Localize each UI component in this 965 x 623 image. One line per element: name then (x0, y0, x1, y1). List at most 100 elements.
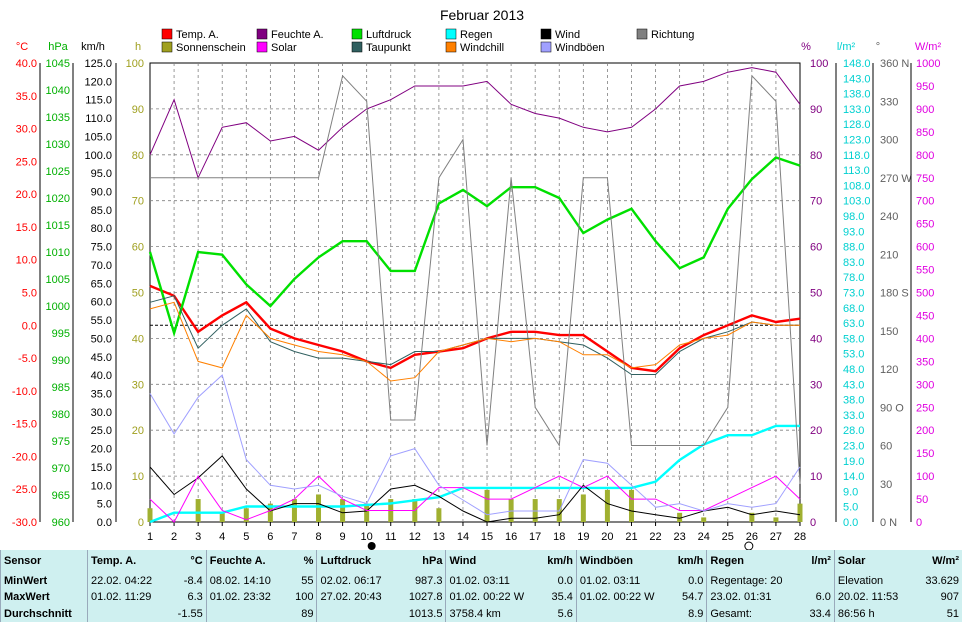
stats-cell (575, 605, 674, 622)
sun-tick-label: 60 (132, 242, 144, 254)
solar-tick-label: 850 (916, 127, 934, 139)
temp-tick-label: -25.0 (12, 484, 37, 496)
stats-cell: 3758.4 km (445, 605, 544, 622)
direction-tick-label: 240 (880, 211, 898, 223)
rain-tick-label: 138.0 (843, 89, 871, 101)
sun-tick-label: 90 (132, 104, 144, 116)
pressure-tick-label: 1040 (46, 85, 70, 97)
temp-tick-label: 35.0 (16, 91, 37, 103)
legend-swatch (445, 28, 457, 40)
series-line-richtung (150, 74, 801, 484)
temp-tick-label: -30.0 (12, 517, 37, 529)
stats-cell (316, 605, 398, 622)
sun-tick-label: 50 (132, 288, 144, 300)
solar-tick-label: 150 (916, 448, 934, 460)
rain-tick-label: 133.0 (843, 104, 871, 116)
wind-tick-label: 40.0 (91, 370, 112, 382)
sun-tick-label: 10 (132, 471, 144, 483)
rain-tick-label: 103.0 (843, 196, 871, 208)
wind-tick-label: 100.0 (84, 150, 112, 162)
pressure-tick-label: 990 (52, 355, 70, 367)
sunshine-bar (364, 503, 370, 522)
sunshine-bar (316, 494, 322, 522)
direction-tick-label: 60 (880, 441, 892, 453)
pressure-tick-label: 965 (52, 490, 70, 502)
stats-panel: Sensor Temp. A. °C Feuchte A.% Luftdruck hPa W… (0, 550, 965, 623)
rain-tick-label: 43.0 (843, 379, 864, 391)
rain-tick-label: 63.0 (843, 318, 864, 330)
x-tick-label: 12 (409, 531, 421, 543)
stats-cell (205, 605, 288, 622)
rain-tick-label: 9.0 (843, 486, 858, 498)
temp-tick-label: -20.0 (12, 451, 37, 463)
stats-header-cell: Windböen km/h (575, 550, 707, 573)
direction-tick-label: 330 (880, 96, 898, 108)
stats-cell: 23.02. 01:31 (706, 589, 802, 606)
wind-tick-label: 85.0 (91, 205, 112, 217)
solar-tick-label: 400 (916, 333, 934, 345)
wind-tick-label: 25.0 (91, 425, 112, 437)
wind-tick-label: 95.0 (91, 168, 112, 180)
wind-tick-label: 70.0 (91, 260, 112, 272)
humidity-tick-label: 90 (810, 104, 822, 116)
humidity-tick-label: 10 (810, 471, 822, 483)
wind-tick-label: 10.0 (91, 480, 112, 492)
rain-axis-unit: l/m² (837, 41, 856, 53)
wind-tick-label: 60.0 (91, 297, 112, 309)
pressure-tick-label: 1045 (46, 58, 70, 70)
series-line-regen (149, 424, 800, 524)
direction-tick-label: 120 (880, 364, 898, 376)
solar-tick-label: 250 (916, 402, 934, 414)
wind-tick-label: 0.0 (97, 517, 112, 529)
stats-value: 5.6 (557, 607, 573, 620)
pressure-tick-label: 1010 (46, 247, 70, 259)
stats-value: -1.55 (177, 607, 203, 620)
legend-swatch (540, 28, 552, 40)
stats-row-label: MinWert (0, 572, 88, 590)
series-line-feuchte-a- (149, 67, 801, 180)
sun-tick-label: 20 (132, 425, 144, 437)
direction-tick-label: 270 W (880, 173, 912, 185)
rain-tick-label: 53.0 (843, 349, 864, 361)
humidity-tick-label: 100 (810, 58, 828, 70)
sunshine-bar (749, 512, 755, 522)
pressure-tick-label: 985 (52, 382, 70, 394)
stats-cell: 22.02. 04:22 (87, 572, 169, 590)
wind-tick-label: 80.0 (91, 223, 112, 235)
legend-label: Wind (555, 29, 580, 41)
pressure-axis-unit: hPa (48, 41, 68, 53)
sun-tick-label: 80 (132, 150, 144, 162)
pressure-tick-label: 1035 (46, 112, 70, 124)
stats-value: 33.4 (809, 607, 831, 620)
stats-value: 33.629 (925, 574, 959, 587)
solar-tick-label: 900 (916, 104, 934, 116)
legend-label: Luftdruck (366, 29, 412, 41)
stats-cell: Gesamt: (706, 605, 802, 622)
legend-swatch (256, 41, 268, 53)
rain-tick-label: 128.0 (843, 119, 871, 131)
stats-value: 907 (940, 591, 959, 604)
x-tick-label: 25 (722, 531, 734, 543)
legend-swatch (636, 28, 648, 40)
wind-axis-unit: km/h (81, 41, 105, 53)
x-tick-label: 5 (243, 531, 249, 543)
stats-cell: 08.02. 14:10 (205, 572, 288, 590)
direction-tick-label: 300 (880, 135, 898, 147)
stats-header-cell: Temp. A. °C (87, 550, 207, 573)
solar-tick-label: 300 (916, 379, 934, 391)
wind-tick-label: 110.0 (85, 113, 112, 125)
humidity-axis-unit: % (801, 41, 811, 53)
x-tick-label: 28 (794, 531, 806, 543)
stats-cell: 86:56 h (833, 605, 915, 622)
solar-tick-label: 650 (916, 219, 934, 231)
pressure-tick-label: 970 (52, 463, 70, 475)
legend-label: Taupunkt (366, 42, 411, 54)
direction-tick-label: 0 N (880, 517, 897, 529)
wind-tick-label: 105.0 (84, 131, 112, 143)
sunshine-bar (436, 508, 442, 522)
x-tick-label: 27 (770, 531, 782, 543)
x-tick-label: 11 (385, 531, 396, 543)
humidity-tick-label: 0 (810, 517, 816, 529)
stats-value: 0.0 (557, 574, 573, 587)
